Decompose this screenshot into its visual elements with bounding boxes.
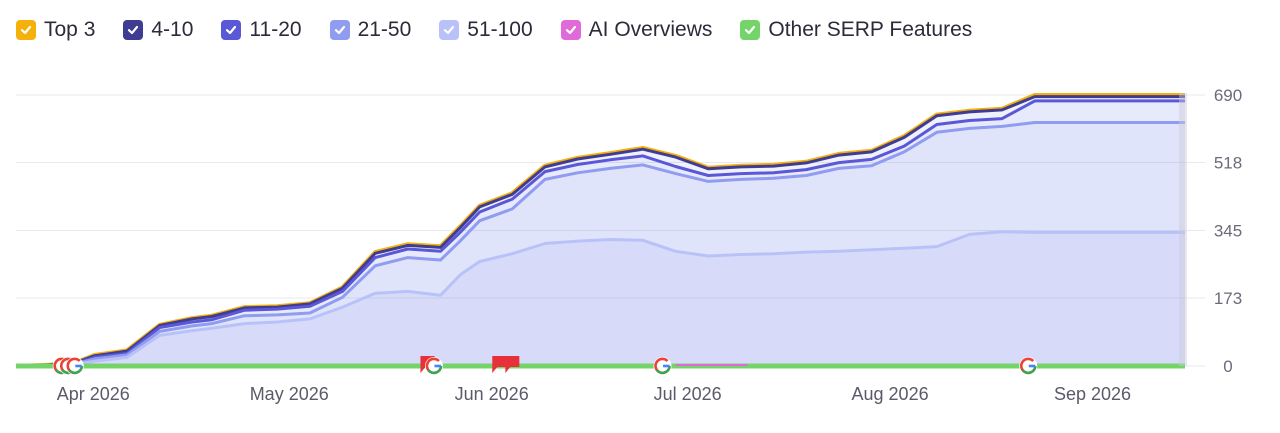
legend-label: AI Overviews — [588, 18, 713, 41]
series-line-4-10 — [15, 95, 1185, 368]
series-lines — [15, 93, 1185, 368]
google-update-marker[interactable] — [1019, 357, 1038, 375]
series-line-51-100 — [15, 230, 1185, 368]
hover-indicator — [1179, 93, 1187, 366]
flag-marker[interactable] — [505, 356, 520, 373]
check-icon[interactable] — [560, 20, 581, 40]
check-icon[interactable] — [16, 20, 36, 40]
legend-label: 21-50 — [357, 18, 412, 41]
series-area-51-100 — [16, 231, 1185, 366]
x-tick-label: May 2026 — [250, 384, 329, 404]
y-tick-label: 173 — [1214, 289, 1242, 308]
series-area-4-10 — [16, 96, 1185, 366]
y-tick-label: 345 — [1214, 222, 1242, 241]
google-icon-part[interactable] — [68, 365, 84, 375]
series-areas — [16, 95, 1185, 367]
legend-item-ai-overviews[interactable]: AI Overviews — [560, 18, 713, 42]
series-area-21-50 — [16, 122, 1185, 366]
x-axis: Apr 2026 May 2026 Jun 2026 Jul 2026 Aug 2026… — [57, 384, 1131, 404]
x-tick-label: Aug 2026 — [852, 384, 929, 404]
check-icon[interactable] — [123, 20, 144, 40]
y-tick-label: 0 — [1223, 357, 1232, 376]
x-tick-label: Sep 2026 — [1054, 384, 1131, 404]
legend-label: 4-10 — [151, 18, 194, 41]
ranking-distribution-chart[interactable]: 0 173 345 518 690 Apr 2026 May 2026 Jun 2026 Ju… — [0, 60, 1280, 433]
google-update-marker[interactable] — [65, 357, 84, 375]
google-update-marker[interactable] — [653, 357, 672, 375]
chart-legend: Top 3 4-10 11-20 21-50 51-100 AI Overvie… — [16, 18, 1000, 42]
legend-label: 11-20 — [249, 18, 302, 41]
google-icon-part[interactable] — [427, 365, 443, 375]
y-tick-label: 518 — [1214, 154, 1242, 173]
google-icon-part[interactable] — [655, 365, 671, 375]
legend-label: 51-100 — [467, 18, 533, 41]
check-icon[interactable] — [740, 20, 761, 40]
legend-label: Other SERP Features — [768, 18, 973, 41]
x-tick-label: Jun 2026 — [455, 384, 529, 404]
check-icon[interactable] — [221, 20, 242, 40]
legend-item-top-3[interactable]: Top 3 — [16, 18, 95, 42]
y-tick-label: 690 — [1214, 86, 1242, 105]
series-area-top-3 — [16, 95, 1185, 366]
flag-icon[interactable] — [492, 356, 507, 373]
series-area-11-20 — [16, 100, 1185, 367]
event-markers[interactable] — [52, 356, 1038, 375]
check-icon[interactable] — [439, 20, 460, 40]
legend-item-4-10[interactable]: 4-10 — [123, 18, 193, 42]
google-update-marker[interactable] — [424, 357, 443, 375]
y-axis: 0 173 345 518 690 — [1214, 86, 1242, 376]
google-icon-part[interactable] — [1021, 365, 1037, 375]
series-line-21-50 — [15, 121, 1185, 368]
x-tick-label: Jul 2026 — [654, 384, 722, 404]
serp-features-baseline — [16, 363, 1185, 369]
legend-item-11-20[interactable]: 11-20 — [221, 18, 302, 42]
flag-icon[interactable] — [505, 356, 520, 373]
legend-item-51-100[interactable]: 51-100 — [439, 18, 533, 42]
legend-label: Top 3 — [44, 18, 96, 41]
x-tick-label: Apr 2026 — [57, 384, 130, 404]
flag-marker[interactable] — [492, 356, 507, 373]
check-icon[interactable] — [329, 20, 350, 40]
series-line-11-20 — [15, 99, 1185, 368]
legend-item-21-50[interactable]: 21-50 — [329, 18, 412, 42]
legend-item-other-serp-features[interactable]: Other SERP Features — [740, 18, 972, 42]
